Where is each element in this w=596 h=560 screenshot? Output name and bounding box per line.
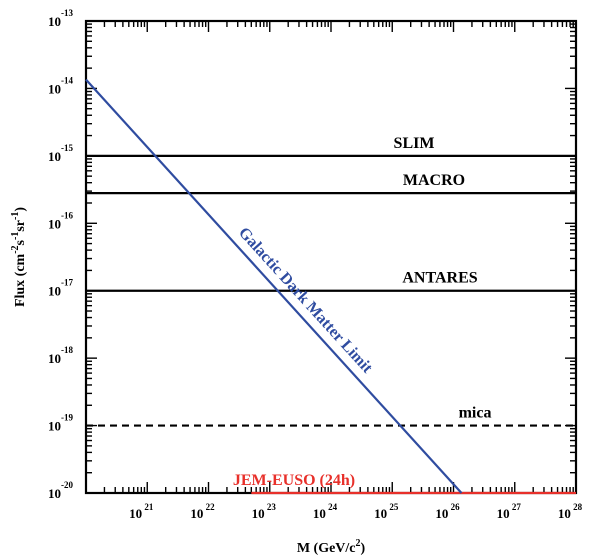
series-line: [85, 78, 463, 494]
y-tick-label: 10-14: [48, 75, 73, 96]
series-label: ANTARES: [402, 270, 477, 287]
y-tick-label: 10-19: [48, 413, 73, 434]
y-tick-label: 10-13: [48, 8, 73, 29]
x-tick-label-exp: 28: [571, 502, 583, 512]
y-tick-label-exp: -19: [61, 413, 73, 423]
x-tick-label-base: 10: [129, 506, 142, 521]
y-tick-label-base: 10: [48, 149, 61, 164]
y-tick-label: 10-15: [48, 143, 73, 164]
axis-ticks: [85, 21, 576, 494]
x-tick-label-exp: 21: [142, 502, 154, 512]
x-tick-label-base: 10: [374, 506, 387, 521]
x-axis-title-main: M (GeV/c: [297, 541, 356, 556]
series-label: Galactic Dark Matter Limit: [235, 224, 376, 377]
y-tick-label: 10-20: [48, 480, 73, 501]
x-tick-label-base: 10: [497, 506, 510, 521]
y-tick-label-exp: -15: [61, 143, 73, 153]
x-tick-label: 10 27: [497, 502, 522, 521]
y-axis-title: Flux (cm-2s-1sr-1): [10, 207, 28, 307]
y-tick-label: 10-17: [48, 278, 73, 299]
x-axis-title-exp: 2: [356, 538, 361, 549]
y-tick-label-exp: -18: [61, 345, 73, 355]
x-tick-label-base: 10: [313, 506, 326, 521]
x-tick-label: 10 23: [252, 502, 277, 521]
plot-frame: [84, 19, 578, 495]
y-tick-label-base: 10: [48, 81, 61, 96]
y-tick-label-base: 10: [48, 216, 61, 231]
y-tick-label-base: 10: [48, 351, 61, 366]
x-tick-label: 10 28: [558, 502, 583, 521]
x-tick-label: 10 25: [374, 502, 399, 521]
y-tick-label-exp: -13: [61, 8, 73, 18]
x-tick-label-base: 10: [190, 506, 203, 521]
y-tick-label-exp: -14: [61, 75, 73, 85]
x-tick-label-exp: 22: [203, 502, 215, 512]
series-label: SLIM: [394, 135, 435, 152]
x-tick-label-exp: 27: [510, 502, 522, 512]
y-tick-label-base: 10: [48, 14, 61, 29]
y-tick-label-base: 10: [48, 284, 61, 299]
series-group: [85, 78, 576, 495]
y-tick-label-exp: -20: [61, 480, 73, 490]
x-tick-label-exp: 26: [448, 502, 460, 512]
x-axis-title-close: ): [361, 541, 366, 556]
x-tick-label-exp: 23: [265, 502, 277, 512]
x-tick-label-base: 10: [252, 506, 265, 521]
series-label: JEM-EUSO (24h): [233, 472, 355, 489]
y-tick-label-exp: -17: [61, 278, 73, 288]
x-tick-label-exp: 24: [326, 502, 338, 512]
series-labels: SLIM MACRO ANTARES mica JEM-EUSO (24h) Galact…: [233, 135, 492, 489]
y-tick-label: 10-16: [48, 210, 73, 231]
x-tick-label: 10 21: [129, 502, 154, 521]
x-tick-label-base: 10: [558, 506, 571, 521]
x-tick-label-base: 10: [435, 506, 448, 521]
series-label: mica: [459, 405, 492, 422]
x-tick-label-exp: 25: [387, 502, 399, 512]
y-tick-label-base: 10: [48, 419, 61, 434]
x-tick-label: 10 26: [435, 502, 460, 521]
y-tick-label-exp: -16: [61, 210, 73, 220]
x-tick-label: 10 22: [190, 502, 215, 521]
x-axis-title: M (GeV/c2): [297, 538, 366, 556]
y-tick-label-base: 10: [48, 486, 61, 501]
y-tick-label: 10-18: [48, 345, 73, 366]
tick-labels: 10 21 10 22 10 23 10 24 10 25 10 26 10 27 10 28…: [48, 8, 583, 521]
x-tick-label: 10 24: [313, 502, 338, 521]
series-label: MACRO: [403, 172, 465, 189]
